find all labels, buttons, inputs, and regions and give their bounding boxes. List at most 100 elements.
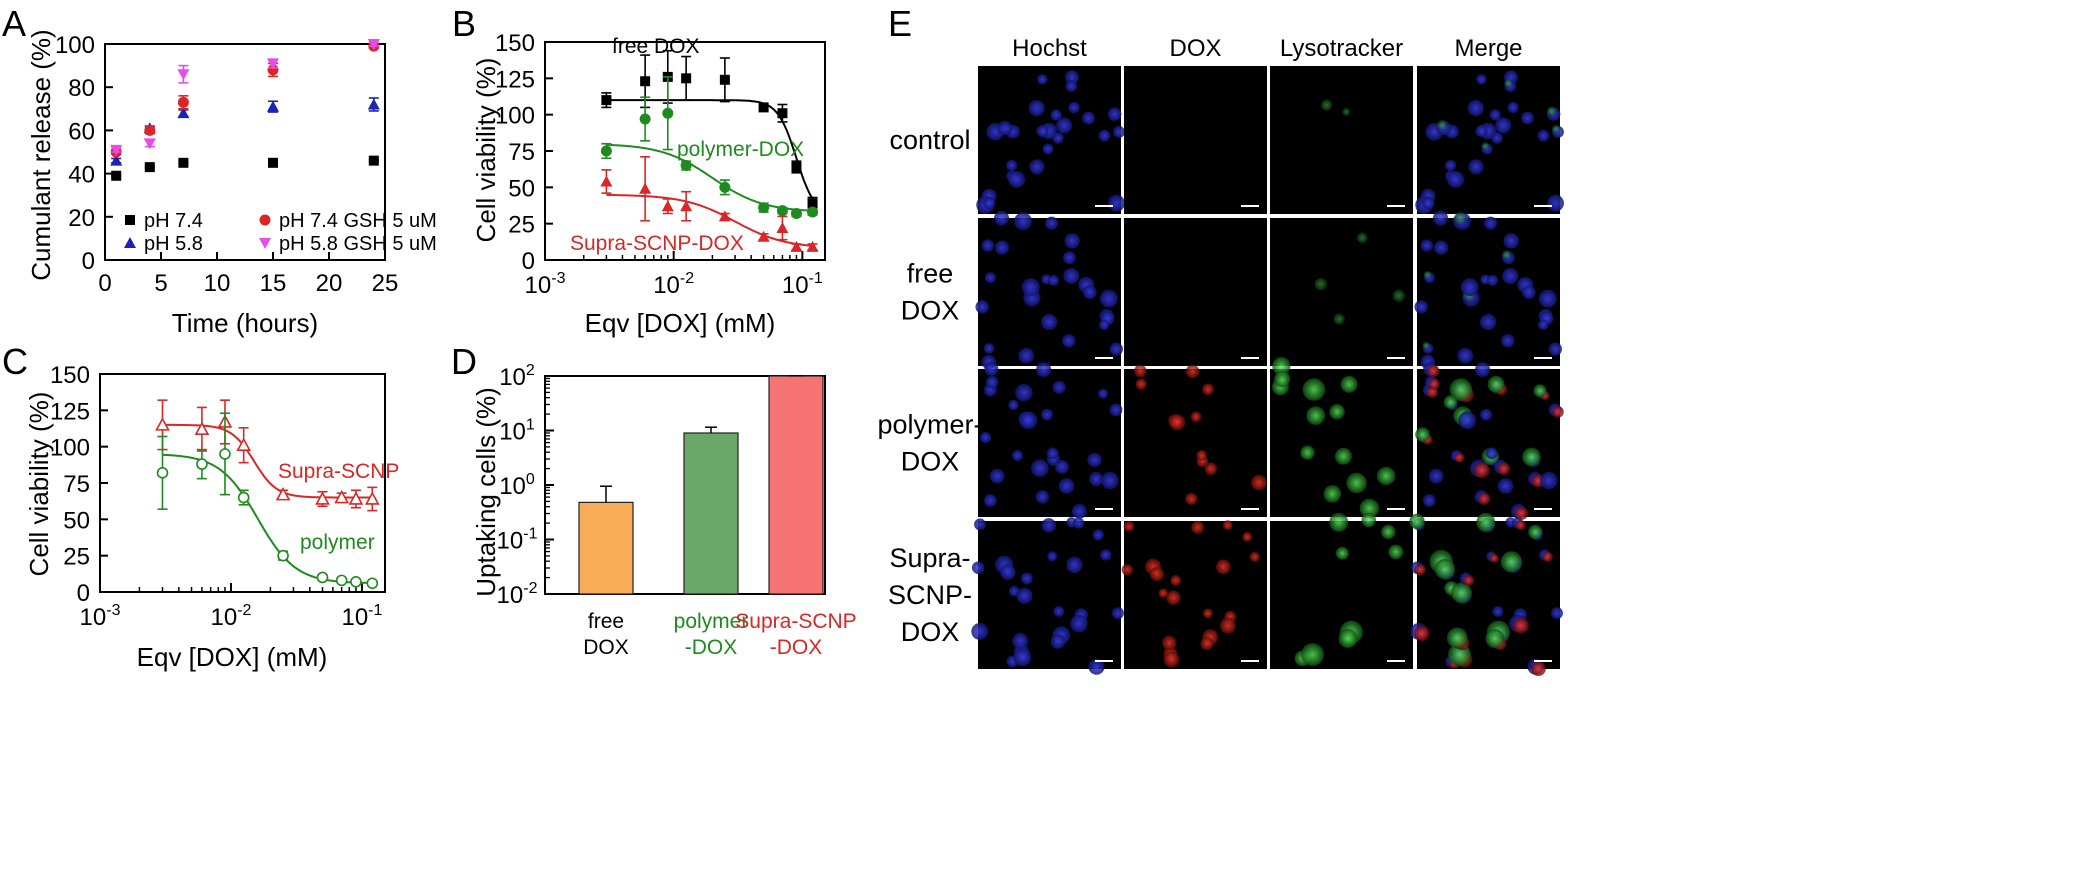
chart-b-xtick-label-exp: -3 [551, 270, 565, 287]
dox-signal [1489, 553, 1499, 563]
nucleus [1063, 267, 1080, 284]
lysotracker-signal [1546, 106, 1557, 116]
lysotracker-signal [1359, 498, 1380, 518]
panel-label-d: D [451, 341, 477, 382]
nucleus [1547, 194, 1564, 212]
chart-b-ylabel: Cell viability (%) [471, 58, 501, 243]
lysotracker-signal [1323, 485, 1342, 503]
chart-b-xtick-label-exp: -1 [809, 270, 823, 287]
nucleus [1503, 233, 1519, 249]
chart-d-ytick-label-exp: -2 [523, 580, 537, 597]
nucleus [1495, 117, 1512, 134]
lysotracker-signal [1314, 277, 1328, 291]
lysotracker-signal [1487, 375, 1505, 393]
chart-a-xtick-label: 0 [98, 270, 111, 297]
dox-signal [1166, 590, 1181, 605]
chart-a-point [267, 58, 279, 70]
nucleus [1047, 551, 1058, 562]
nucleus [1041, 313, 1058, 331]
microscopy-image-background [978, 66, 1121, 214]
chart-b-xtick-label-exp: -2 [680, 270, 694, 287]
dox-signal [1135, 378, 1147, 390]
microscopy-image [1409, 512, 1563, 676]
lysotracker-signal [1274, 370, 1291, 388]
nucleus [1522, 285, 1536, 300]
chart-a-point [110, 154, 123, 166]
lysotracker-signal [1376, 466, 1396, 486]
nucleus [1045, 216, 1059, 230]
chart-d-ytick-label-base: 10 [499, 473, 526, 500]
chart-b-annotation-supra: Supra-SCNP-DOX [570, 232, 744, 255]
lysotracker-signal [1301, 643, 1324, 666]
nucleus [1050, 109, 1062, 121]
microscopy-image-background [1124, 369, 1267, 517]
chart-c-xtick-label-base: 10 [80, 604, 107, 631]
dox-signal [1251, 474, 1267, 491]
chart-a-point [111, 170, 122, 181]
nucleus [1480, 313, 1497, 331]
lysotracker-signal [1500, 551, 1523, 573]
chart-d-ytick-label-base: 10 [497, 528, 524, 555]
nucleus [1065, 80, 1078, 93]
microscopy-row-label: SCNP- [888, 580, 972, 610]
nucleus [1476, 74, 1487, 85]
nucleus [1492, 605, 1504, 617]
chart-b-point [680, 200, 693, 212]
chart-b-point [806, 240, 819, 252]
dox-signal [1531, 661, 1546, 676]
chart-b-xtick-label: 10-1 [782, 270, 823, 299]
chart-c-xtick-label-exp: -3 [106, 602, 120, 619]
chart-a-ytick-label: 40 [68, 162, 95, 189]
chart-a-frame [104, 43, 386, 261]
chart-c-ylabel: Cell viability (%) [24, 392, 54, 577]
nucleus [1050, 634, 1066, 649]
microscopy-image-background [1124, 218, 1267, 366]
nucleus [1433, 210, 1449, 226]
microscopy-image-background [978, 218, 1121, 366]
chart-d-category-label: Supra-SCNP [735, 610, 856, 633]
nucleus [983, 197, 996, 210]
microscopy-image-background [1270, 521, 1413, 669]
microscopy-row-label: DOX [901, 617, 960, 647]
chart-b-ytick-label: 125 [495, 66, 535, 93]
microscopy-column-title: Lysotracker [1280, 35, 1403, 62]
chart-a-point [368, 155, 379, 166]
chart-a-point [267, 100, 279, 112]
microscopy-image-background [1124, 66, 1267, 214]
microscopy-row-label: Supra- [889, 543, 970, 573]
lysotracker-signal [1306, 406, 1326, 426]
chart-d-category-label: polymer [674, 610, 749, 633]
lysotracker-signal [1388, 544, 1404, 560]
chart-d-ytick-label: 10-1 [497, 526, 538, 555]
lysotracker-signal [1437, 120, 1448, 131]
chart-d-ytick-label-exp: 1 [526, 417, 535, 434]
microscopy-image-background [1270, 218, 1413, 366]
dox-signal [1242, 531, 1253, 542]
chart-d-ytick-label-exp: 0 [526, 471, 535, 488]
microscopy-column-title: Merge [1454, 35, 1522, 62]
chart-a-ytick-label: 20 [68, 205, 95, 232]
chart-b-ytick-label: 100 [495, 103, 535, 130]
nucleus [1070, 614, 1088, 633]
dox-signal [1454, 452, 1465, 463]
lysotracker-signal [1338, 629, 1358, 649]
chart-a-legend-marker [125, 215, 135, 225]
dox-signal [1552, 406, 1564, 418]
nucleus [985, 375, 999, 389]
lysotracker-signal [1501, 250, 1511, 260]
chart-b-xtick-label-base: 10 [782, 272, 809, 299]
nucleus [1014, 212, 1032, 231]
nucleus [1056, 117, 1073, 134]
microscopy-image [1415, 66, 1564, 214]
dox-signal [1497, 462, 1511, 476]
nucleus [1088, 658, 1105, 675]
lysotracker-signal [1334, 447, 1352, 465]
nucleus [1108, 194, 1125, 212]
chart-a-legend-label: pH 7.4 GSH 5 uM [279, 210, 437, 232]
chart-c-point [236, 437, 252, 452]
nucleus [1485, 447, 1498, 460]
chart-c-point [275, 486, 291, 501]
microscopy-image [971, 517, 1124, 675]
